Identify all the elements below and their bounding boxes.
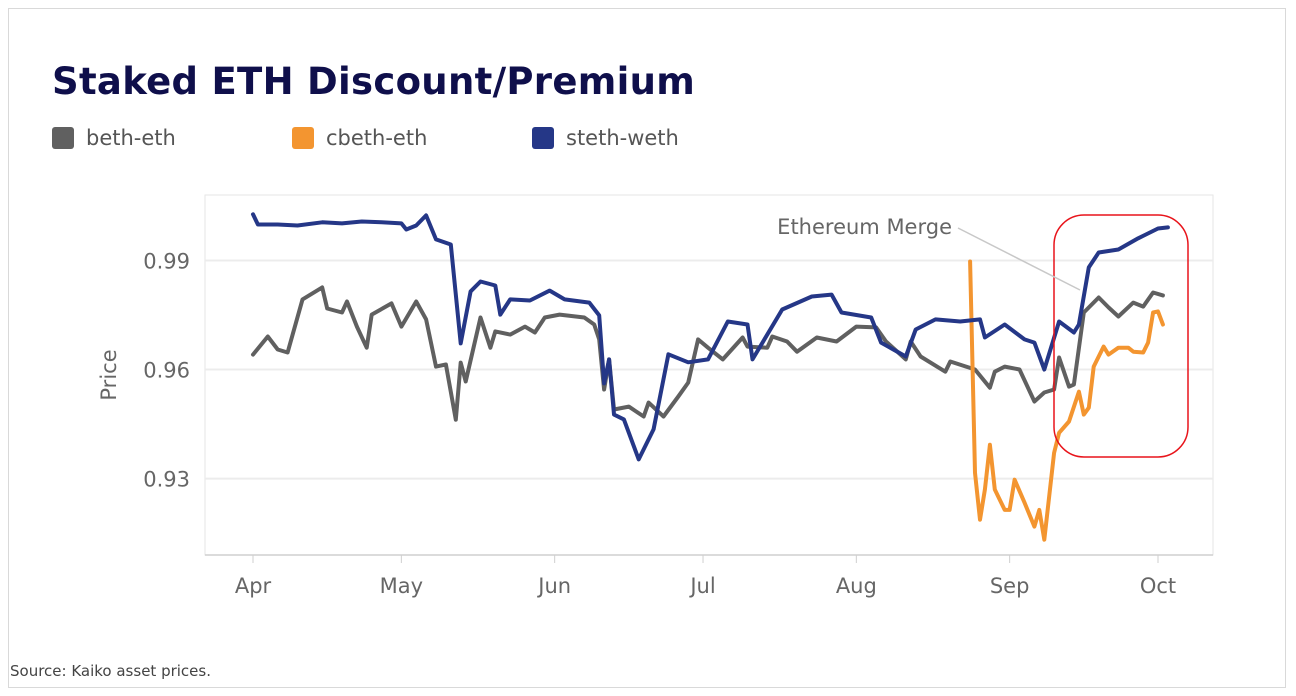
y-tick-label: 0.99 [143, 249, 190, 273]
series-line-steth-weth [251, 212, 1170, 462]
series-line-beth-eth [251, 285, 1165, 422]
x-tick-label: Apr [235, 574, 272, 598]
x-tick-label: Aug [836, 574, 877, 598]
chart-frame [8, 8, 1286, 688]
legend-label: cbeth-eth [326, 126, 428, 150]
legend-label: beth-eth [86, 126, 176, 150]
annotation-leader-line [957, 227, 1081, 291]
plot-area [204, 194, 1214, 556]
y-tick-label: 0.93 [143, 468, 190, 492]
x-tick-label: Sep [990, 574, 1030, 598]
source-note: Source: Kaiko asset prices. [10, 662, 211, 680]
legend-swatch-cbeth-eth [292, 127, 314, 149]
highlight-box [1053, 214, 1189, 458]
y-tick-label: 0.96 [143, 359, 190, 383]
y-axis-label: Price [97, 349, 121, 400]
x-tick-label: Oct [1140, 574, 1176, 598]
x-tick-label: Jul [688, 574, 715, 598]
legend-item-beth-eth[interactable]: beth-eth [52, 126, 292, 150]
legend: beth-eth cbeth-eth steth-weth [52, 126, 679, 150]
legend-item-steth-weth[interactable]: steth-weth [532, 126, 679, 150]
chart-title: Staked ETH Discount/Premium [52, 60, 696, 103]
x-tick-label: May [380, 574, 423, 598]
legend-swatch-steth-weth [532, 127, 554, 149]
x-tick-label: Jun [536, 574, 571, 598]
annotation-label: Ethereum Merge [777, 215, 952, 239]
legend-item-cbeth-eth[interactable]: cbeth-eth [292, 126, 532, 150]
series-line-cbeth-eth [968, 259, 1165, 542]
legend-label: steth-weth [566, 126, 679, 150]
legend-swatch-beth-eth [52, 127, 74, 149]
